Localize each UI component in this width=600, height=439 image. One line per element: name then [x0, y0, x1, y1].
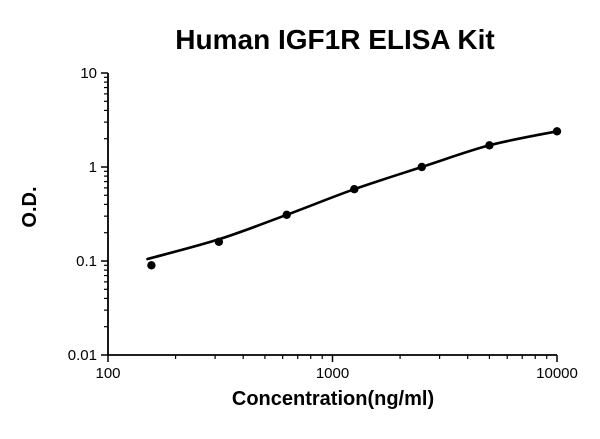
data-point-marker	[214, 237, 224, 246]
x-tick-label: 1000	[316, 365, 349, 382]
data-point-marker	[147, 261, 156, 270]
y-tick-label: 10	[80, 65, 97, 82]
x-tick-label: 100	[95, 365, 120, 382]
y-axis-label: O.D.	[19, 186, 41, 227]
y-tick-label: 0.1	[76, 253, 97, 270]
data-point-marker	[350, 185, 359, 194]
y-tick-label: 0.01	[68, 347, 97, 364]
data-point-marker	[552, 127, 562, 136]
data-point-marker	[417, 162, 426, 172]
x-tick-label: 10000	[536, 365, 578, 382]
chart-title: Human IGF1R ELISA Kit	[175, 24, 494, 55]
x-axis-label: Concentration(ng/ml)	[232, 388, 434, 410]
data-point-marker	[282, 210, 291, 219]
data-point-marker	[485, 141, 494, 150]
standard-curve-line	[146, 130, 559, 261]
y-tick-label: 1	[89, 159, 97, 176]
